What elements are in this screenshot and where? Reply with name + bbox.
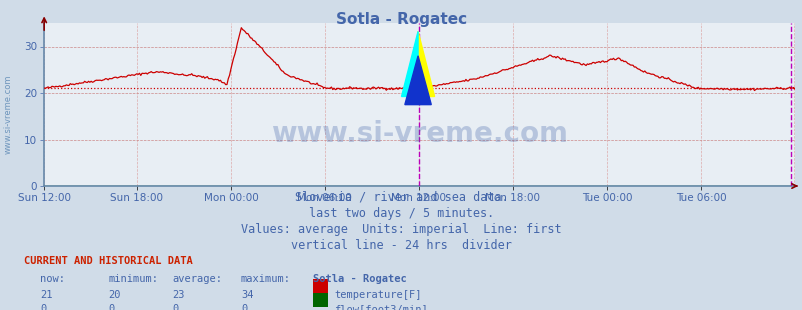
Text: flow[foot3/min]: flow[foot3/min]: [334, 304, 427, 310]
Text: CURRENT AND HISTORICAL DATA: CURRENT AND HISTORICAL DATA: [24, 256, 192, 266]
Text: maximum:: maximum:: [241, 274, 290, 284]
Text: temperature[F]: temperature[F]: [334, 290, 421, 300]
Text: 23: 23: [172, 290, 185, 300]
Text: Sotla - Rogatec: Sotla - Rogatec: [335, 12, 467, 27]
Text: 0: 0: [40, 304, 47, 310]
Text: Slovenia / river and sea data.: Slovenia / river and sea data.: [294, 191, 508, 204]
Text: now:: now:: [40, 274, 65, 284]
Text: last two days / 5 minutes.: last two days / 5 minutes.: [309, 207, 493, 220]
Text: 0: 0: [172, 304, 179, 310]
Text: 34: 34: [241, 290, 253, 300]
Text: vertical line - 24 hrs  divider: vertical line - 24 hrs divider: [290, 239, 512, 252]
Text: www.si-vreme.com: www.si-vreme.com: [3, 75, 13, 154]
Text: www.si-vreme.com: www.si-vreme.com: [271, 120, 567, 148]
Text: average:: average:: [172, 274, 222, 284]
Polygon shape: [404, 56, 431, 105]
Text: Values: average  Units: imperial  Line: first: Values: average Units: imperial Line: fi…: [241, 223, 561, 236]
Text: 21: 21: [40, 290, 53, 300]
Text: Sotla - Rogatec: Sotla - Rogatec: [313, 274, 407, 284]
Text: minimum:: minimum:: [108, 274, 158, 284]
Text: 0: 0: [241, 304, 247, 310]
Text: 20: 20: [108, 290, 121, 300]
Text: 0: 0: [108, 304, 115, 310]
Polygon shape: [401, 31, 418, 96]
Polygon shape: [418, 31, 434, 96]
